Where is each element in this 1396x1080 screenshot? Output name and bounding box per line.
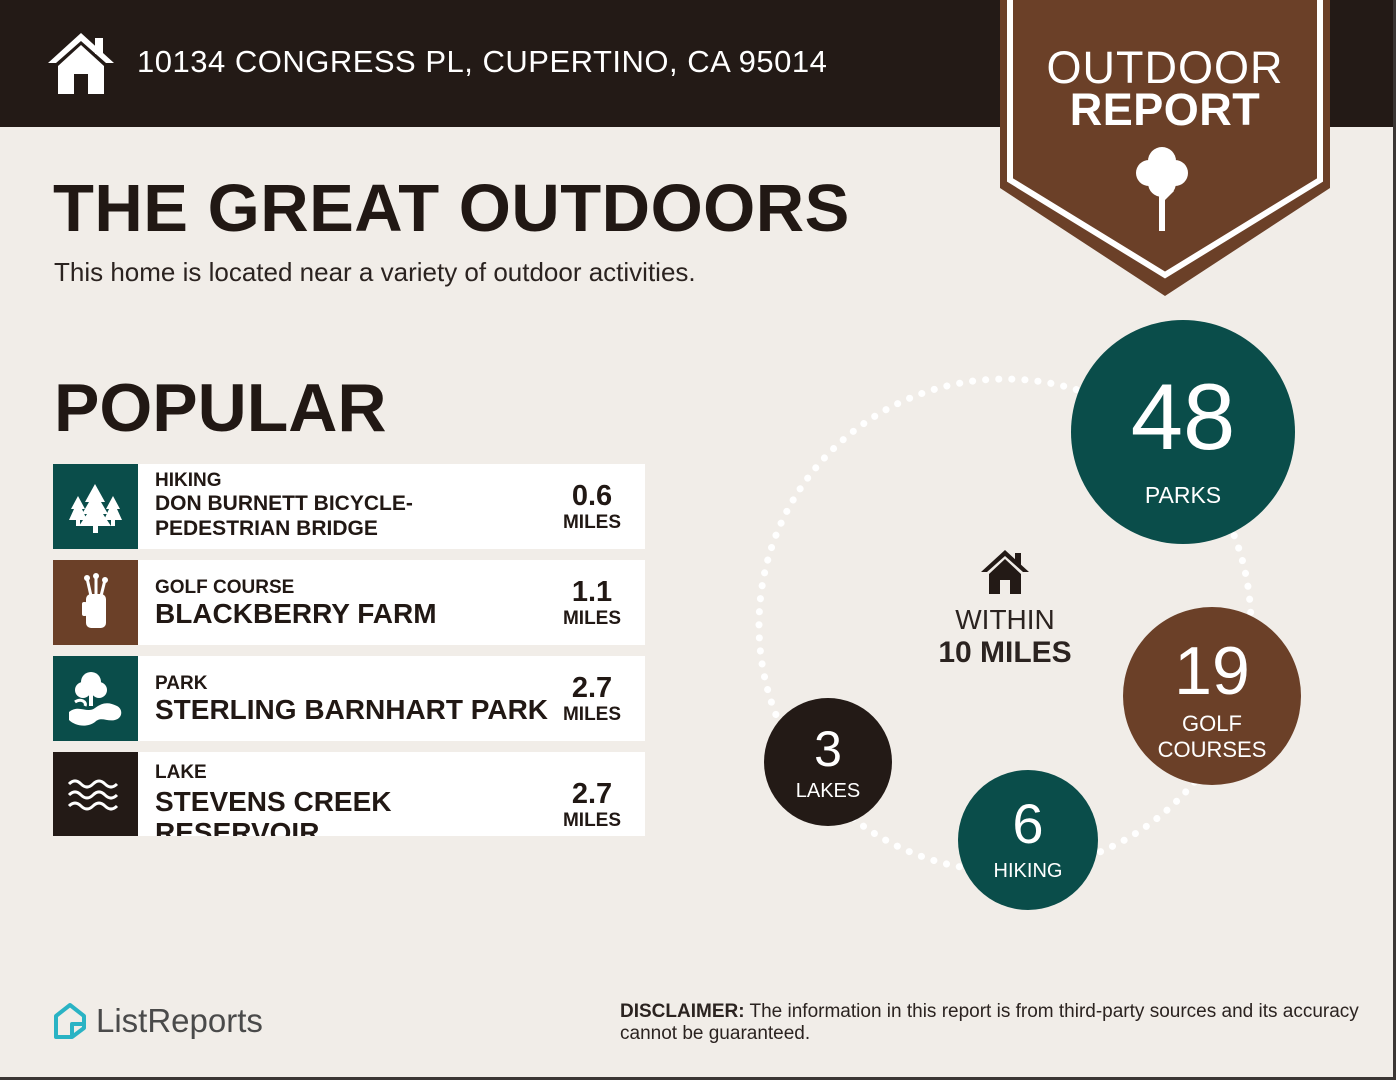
activity-category: LAKE — [155, 762, 207, 783]
logo-text: ListReports — [96, 1002, 263, 1039]
activity-category: PARK — [155, 673, 208, 694]
lake-icon-box — [53, 752, 138, 836]
trees-icon — [69, 484, 122, 533]
disclaimer-text: The information in this report is from t… — [620, 1001, 1359, 1044]
golf-bag-icon — [82, 573, 108, 628]
activity-name-line1: STERLING BARNHART PARK — [155, 694, 549, 725]
park-icon — [69, 672, 122, 726]
golf-label-line1: GOLF — [1182, 711, 1242, 736]
tree-icon — [1136, 147, 1188, 231]
activity-category: GOLF COURSE — [155, 577, 295, 598]
parks-stat-bubble: 48 PARKS — [1071, 320, 1295, 544]
golf-stat-bubble: 19 GOLF COURSES — [1123, 607, 1301, 785]
page-title: THE GREAT OUTDOORS — [53, 171, 850, 246]
golf-label-line2: COURSES — [1157, 737, 1267, 762]
park-icon-box — [53, 656, 138, 741]
within-label: WITHIN — [955, 604, 1055, 635]
activity-row-hiking[interactable]: HIKING DON BURNETT BICYCLE- PEDESTRIAN B… — [53, 464, 645, 549]
hiking-stat-bubble: 6 HIKING — [958, 770, 1098, 910]
outdoor-report-badge: OUTDOOR REPORT — [1000, 0, 1330, 296]
lakes-stat-bubble: 3 LAKES — [764, 698, 892, 826]
popular-activities-list: HIKING DON BURNETT BICYCLE- PEDESTRIAN B… — [53, 464, 645, 836]
activity-row-lake[interactable]: LAKE STEVENS CREEK RESERVOIR 2.7 MILES — [53, 752, 645, 836]
badge-title-line2: REPORT — [1069, 84, 1261, 135]
popular-section-title: POPULAR — [54, 370, 387, 446]
activity-name-line1: DON BURNETT BICYCLE- — [155, 492, 413, 515]
disclaimer-label: DISCLAIMER: — [620, 1001, 745, 1022]
activity-category: HIKING — [155, 470, 222, 491]
badge-title-line1: OUTDOOR — [1046, 42, 1284, 93]
hiking-icon-box — [53, 464, 138, 549]
activity-name-line1: BLACKBERRY FARM — [155, 598, 437, 629]
activity-distance: 1.1 — [571, 576, 613, 608]
golf-count: 19 — [1174, 633, 1250, 709]
activity-distance: 2.7 — [571, 778, 613, 810]
listreports-logo[interactable]: ListReports — [52, 1000, 292, 1040]
activity-row-park[interactable]: PARK STERLING BARNHART PARK 2.7 MILES — [53, 656, 645, 741]
waves-icon — [67, 779, 119, 811]
activity-distance-unit: MILES — [562, 608, 622, 629]
disclaimer: DISCLAIMER: The information in this repo… — [620, 1001, 1360, 1045]
within-distance: 10 MILES — [938, 636, 1072, 669]
parks-label: PARKS — [1144, 482, 1222, 508]
activity-name-line1: STEVENS CREEK — [155, 786, 392, 817]
lakes-count: 3 — [814, 721, 842, 777]
property-address: 10134 CONGRESS PL, CUPERTINO, CA 95014 — [137, 44, 828, 79]
listreports-logo-icon — [54, 1003, 86, 1039]
house-icon — [48, 33, 114, 94]
hiking-label: HIKING — [993, 860, 1063, 882]
activity-distance: 0.6 — [571, 480, 613, 512]
activity-distance: 2.7 — [571, 672, 613, 704]
activity-name-line2: RESERVOIR — [155, 817, 320, 836]
activity-stats-cluster: WITHIN 10 MILES 48 PARKS 19 GOLF COURSES… — [740, 300, 1340, 940]
center-house-icon — [981, 550, 1029, 594]
golf-icon-box — [53, 560, 138, 645]
activity-distance-unit: MILES — [562, 810, 622, 831]
page-subtitle: This home is located near a variety of o… — [54, 257, 696, 287]
hiking-count: 6 — [1012, 792, 1044, 855]
activity-distance-unit: MILES — [562, 704, 622, 725]
activity-name-line2: PEDESTRIAN BRIDGE — [155, 517, 378, 540]
lakes-label: LAKES — [795, 780, 861, 802]
parks-count: 48 — [1130, 364, 1236, 469]
activity-distance-unit: MILES — [562, 512, 622, 533]
activity-row-golf[interactable]: GOLF COURSE BLACKBERRY FARM 1.1 MILES — [53, 560, 645, 645]
